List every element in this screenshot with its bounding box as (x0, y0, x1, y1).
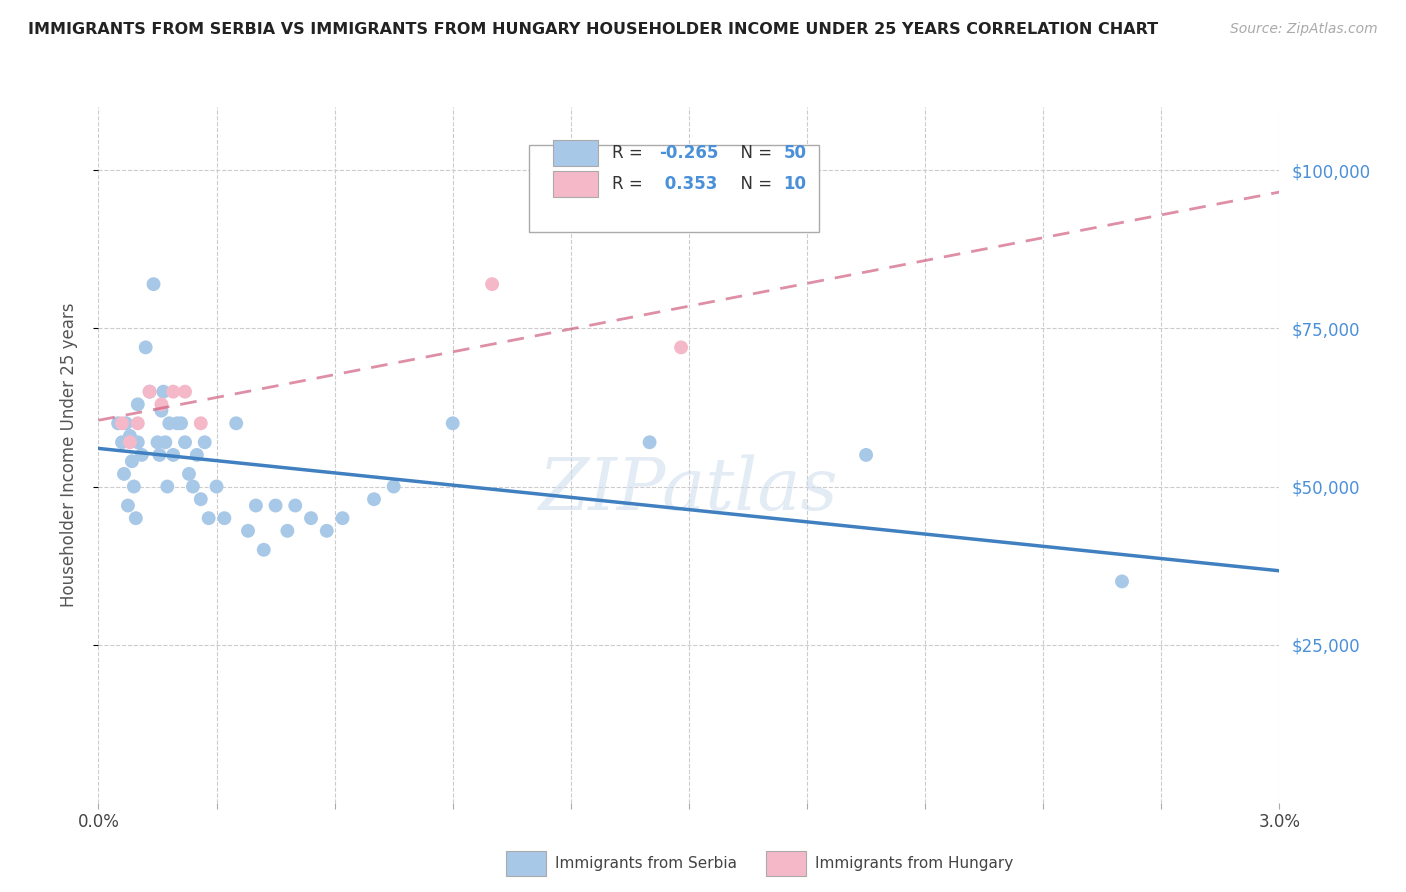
Point (174, 435, 197, 450)
Point (186, 448, 208, 462)
Point (190, 417, 212, 431)
Point (276, 524, 298, 538)
Y-axis label: Householder Income Under 25 years: Householder Income Under 25 years (59, 302, 77, 607)
Point (174, 384, 197, 399)
Point (170, 417, 193, 431)
Point (131, 448, 153, 462)
Point (112, 467, 135, 481)
Point (253, 542, 276, 557)
Point (138, 384, 160, 399)
Point (855, 448, 877, 462)
Point (481, 277, 503, 292)
FancyBboxPatch shape (553, 171, 598, 197)
Point (111, 435, 134, 450)
Point (125, 511, 148, 525)
Point (284, 499, 307, 513)
Point (127, 417, 149, 431)
Point (155, 435, 177, 450)
Point (363, 492, 385, 507)
Point (150, 397, 173, 411)
Text: Immigrants from Serbia: Immigrants from Serbia (555, 856, 737, 871)
Point (214, 511, 236, 525)
Point (138, 384, 160, 399)
Point (127, 435, 149, 450)
Point (299, 511, 322, 525)
Point (264, 499, 287, 513)
Point (177, 467, 200, 481)
Text: 50: 50 (783, 144, 807, 162)
Point (146, 435, 169, 450)
Text: IMMIGRANTS FROM SERBIA VS IMMIGRANTS FROM HUNGARY HOUSEHOLDER INCOME UNDER 25 YE: IMMIGRANTS FROM SERBIA VS IMMIGRANTS FRO… (28, 22, 1159, 37)
Point (115, 417, 138, 431)
Point (162, 384, 184, 399)
Point (148, 448, 170, 462)
Text: N =: N = (730, 175, 778, 194)
FancyBboxPatch shape (553, 140, 598, 166)
FancyBboxPatch shape (530, 145, 818, 232)
Point (117, 499, 139, 513)
Point (156, 479, 179, 493)
Text: -0.265: -0.265 (659, 144, 718, 162)
Point (181, 479, 204, 493)
Point (332, 511, 354, 525)
Text: Source: ZipAtlas.com: Source: ZipAtlas.com (1230, 22, 1378, 37)
Point (162, 448, 184, 462)
Point (107, 417, 129, 431)
Text: R =: R = (612, 175, 648, 194)
Point (236, 524, 259, 538)
Point (225, 417, 247, 431)
Point (382, 479, 405, 493)
Text: Immigrants from Hungary: Immigrants from Hungary (815, 856, 1014, 871)
Point (121, 454, 143, 468)
Point (315, 524, 337, 538)
Point (190, 492, 212, 507)
Point (142, 277, 165, 292)
Point (127, 397, 149, 411)
Point (245, 499, 267, 513)
Point (135, 340, 157, 354)
Text: 10: 10 (783, 175, 807, 194)
Point (118, 429, 141, 443)
Point (194, 435, 217, 450)
Text: ZIPatlas: ZIPatlas (538, 454, 839, 525)
Point (197, 511, 219, 525)
Point (669, 340, 692, 354)
Point (205, 479, 228, 493)
Point (638, 435, 661, 450)
Point (157, 417, 180, 431)
Text: R =: R = (612, 144, 648, 162)
Point (150, 403, 173, 417)
Point (152, 384, 174, 399)
Point (122, 479, 145, 493)
Point (111, 417, 134, 431)
Point (118, 435, 141, 450)
Point (1111, 574, 1133, 589)
Text: 0.353: 0.353 (659, 175, 718, 194)
Text: N =: N = (730, 144, 778, 162)
Point (166, 417, 188, 431)
Point (441, 417, 464, 431)
